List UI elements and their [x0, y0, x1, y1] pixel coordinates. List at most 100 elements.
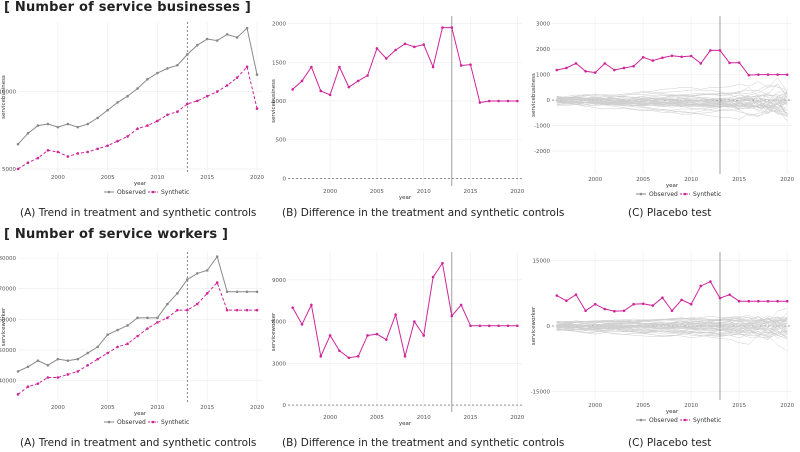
- data-point: [186, 102, 189, 106]
- data-point: [338, 349, 341, 353]
- x-tick-label: 2005: [101, 175, 115, 181]
- data-point: [86, 363, 90, 367]
- x-axis-label: year: [134, 411, 147, 417]
- series-line: [17, 65, 258, 170]
- data-point: [394, 48, 397, 52]
- data-point: [632, 302, 635, 306]
- y-tick-label: -1000: [534, 124, 550, 130]
- data-point: [497, 99, 500, 103]
- data-point: [235, 76, 239, 79]
- x-tick-label: 2020: [780, 403, 794, 409]
- legend-label: Observed: [649, 191, 678, 198]
- y-tick-label: 0: [283, 176, 287, 182]
- data-point: [245, 26, 249, 30]
- panel-businesses-difference: 2000 2005 2010 2015 2020 0 500 1000 1500 2000 year…: [270, 8, 530, 204]
- y-axis-label: serviceworker: [271, 312, 277, 351]
- data-point: [651, 59, 655, 62]
- data-point: [215, 90, 219, 93]
- data-point: [747, 299, 751, 303]
- data-point: [96, 345, 99, 349]
- grid: [288, 252, 522, 412]
- data-point: [328, 93, 332, 97]
- data-point: [245, 308, 249, 312]
- data-point: [785, 73, 789, 76]
- placebo-line: [556, 97, 788, 105]
- data-point: [56, 150, 60, 154]
- data-point: [166, 113, 169, 117]
- data-point: [146, 124, 149, 127]
- data-point: [186, 308, 189, 312]
- data-point: [176, 308, 179, 312]
- series-line: [17, 255, 258, 372]
- x-axis-label: year: [666, 183, 679, 189]
- data-point: [215, 281, 219, 284]
- caption-c-businesses: (C) Placebo test: [628, 207, 712, 219]
- data-point: [718, 296, 722, 300]
- y-tick-label: 0: [283, 403, 287, 409]
- data-point: [235, 290, 239, 294]
- data-point: [195, 302, 199, 306]
- data-point: [584, 309, 587, 313]
- x-tick-label: 2020: [250, 405, 264, 411]
- data-point: [516, 324, 519, 328]
- placebo-line: [556, 326, 788, 339]
- data-point: [651, 304, 655, 307]
- grid: [18, 252, 262, 402]
- data-point: [622, 309, 626, 313]
- x-tick-label: 2010: [150, 175, 164, 181]
- data-point: [747, 73, 751, 77]
- y-tick-label: 1000: [536, 73, 550, 79]
- caption-a-businesses: (A) Trend in treatment and synthetic con…: [20, 207, 257, 219]
- data-point: [413, 45, 416, 49]
- legend-marker: [639, 418, 643, 422]
- placebo-line: [556, 97, 788, 109]
- data-point: [16, 370, 20, 373]
- data-point: [699, 62, 703, 65]
- data-point: [555, 294, 559, 297]
- data-point: [56, 357, 60, 361]
- chart-workers-placebo: 2000 2005 2010 2015 2020 -15000 0 15000 year serv…: [531, 252, 795, 424]
- legend-label: Observed: [117, 189, 146, 196]
- data-point: [26, 161, 30, 165]
- chart-businesses-difference: 2000 2005 2010 2015 2020 0 500 1000 1500 2000 year…: [271, 16, 525, 201]
- data-point: [375, 332, 379, 336]
- x-tick-label: 2020: [510, 189, 524, 195]
- data-point: [776, 73, 779, 76]
- data-point: [300, 79, 304, 83]
- data-point: [384, 338, 388, 341]
- data-point: [497, 324, 500, 328]
- placebo-line: [556, 77, 788, 99]
- data-point: [255, 107, 259, 110]
- data-point: [737, 299, 741, 303]
- data-point: [176, 292, 179, 295]
- x-tick-label: 2005: [370, 189, 384, 195]
- placebo-line: [556, 100, 788, 113]
- data-point: [431, 65, 435, 69]
- legend-marker: [151, 420, 155, 424]
- legend-label: Synthetic: [161, 419, 189, 426]
- data-point: [225, 84, 229, 87]
- data-point: [225, 33, 229, 36]
- data-point: [205, 37, 209, 41]
- data-point: [603, 307, 607, 311]
- data-point: [76, 125, 80, 129]
- legend-marker: [151, 190, 155, 194]
- placebo-line: [556, 320, 788, 332]
- legend-label: Observed: [117, 419, 146, 426]
- data-point: [235, 36, 239, 39]
- data-point: [661, 56, 664, 60]
- data-point: [136, 87, 139, 90]
- data-point: [255, 290, 259, 294]
- data-point: [574, 293, 578, 296]
- y-tick-label: 9000: [272, 278, 286, 284]
- x-tick-label: 2010: [417, 415, 431, 421]
- data-point: [394, 313, 397, 316]
- x-tick-label: 2020: [510, 415, 524, 421]
- caption-c-workers: (C) Placebo test: [628, 437, 712, 449]
- data-point: [176, 110, 179, 113]
- data-point: [56, 125, 60, 129]
- data-point: [225, 308, 229, 312]
- data-point: [574, 62, 578, 65]
- data-point: [403, 355, 407, 358]
- data-point: [46, 376, 50, 379]
